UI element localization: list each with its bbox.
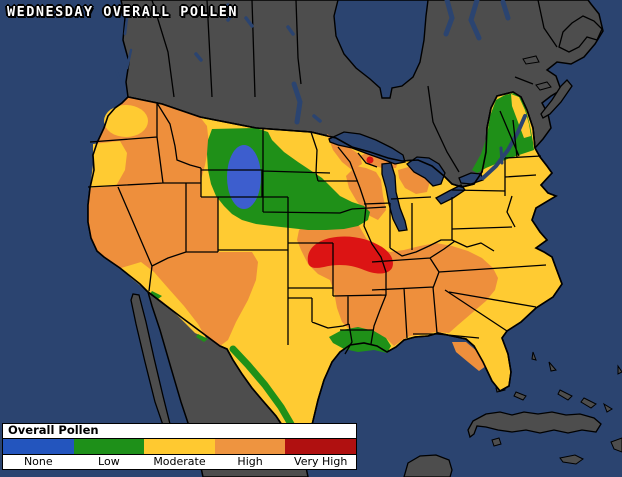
legend-swatch-high [214, 439, 286, 454]
moderate-patch-washington [104, 105, 148, 137]
jamaica [559, 454, 584, 465]
legend-label-none: None [23, 455, 53, 468]
state-borders [87, 102, 547, 355]
legend-labels: None Low Moderate High Very High [3, 455, 356, 469]
legend: Overall Pollen None Low Moderate High Ve… [2, 423, 357, 470]
legend-color-bar [3, 438, 356, 455]
province-borders [151, 0, 558, 173]
small-lakes [194, 3, 322, 123]
very-high-spot-upper-michigan [366, 156, 374, 164]
hispaniola-edge [610, 437, 622, 453]
none-region-montana-wyoming [227, 145, 261, 209]
moderate-patch-maine-north [511, 94, 531, 138]
isle-of-youth [491, 437, 502, 447]
yucatan [403, 454, 453, 477]
pollen-regions [88, 93, 534, 470]
high-region-west [88, 97, 258, 346]
arctic-channels [443, 0, 511, 41]
great-lakes [328, 114, 527, 232]
lake-huron [406, 156, 446, 187]
legend-label-very-high: Very High [294, 455, 348, 468]
canada-water [115, 0, 511, 125]
very-high-region-kansas-missouri [307, 236, 393, 274]
moderate-patch-oregon [90, 141, 127, 188]
legend-swatch-none [3, 439, 74, 454]
legend-label-high: High [237, 455, 263, 468]
legend-swatch-moderate [144, 439, 215, 454]
lake-michigan [381, 162, 408, 232]
lake-superior [328, 131, 406, 165]
low-fleck-arizona [196, 334, 208, 342]
low-fleck-socal [150, 291, 162, 299]
prince-edward-island [535, 81, 552, 91]
high-region-wisconsin [346, 166, 386, 220]
hudson-bay [333, 0, 429, 99]
anticosti-island [522, 55, 540, 65]
legend-label-low: Low [98, 455, 120, 468]
legend-title: Overall Pollen [8, 423, 99, 437]
newfoundland [558, 15, 603, 53]
legend-swatch-low [73, 439, 145, 454]
map-title: WEDNESDAY OVERALL POLLEN [7, 4, 239, 20]
st-lawrence-river [481, 114, 527, 180]
legend-swatch-very-high [285, 439, 356, 454]
cuba [467, 411, 602, 439]
lake-winnipeg [291, 81, 303, 125]
lake-champlain [499, 146, 504, 165]
legend-label-moderate: Moderate [153, 455, 206, 468]
usa-outline [87, 91, 563, 470]
low-region-louisiana-coast [329, 327, 391, 353]
high-patch-florida [452, 342, 486, 371]
bahamas-islands [495, 351, 622, 413]
bc-coast-inlets [115, 16, 133, 96]
nova-scotia [540, 79, 573, 119]
